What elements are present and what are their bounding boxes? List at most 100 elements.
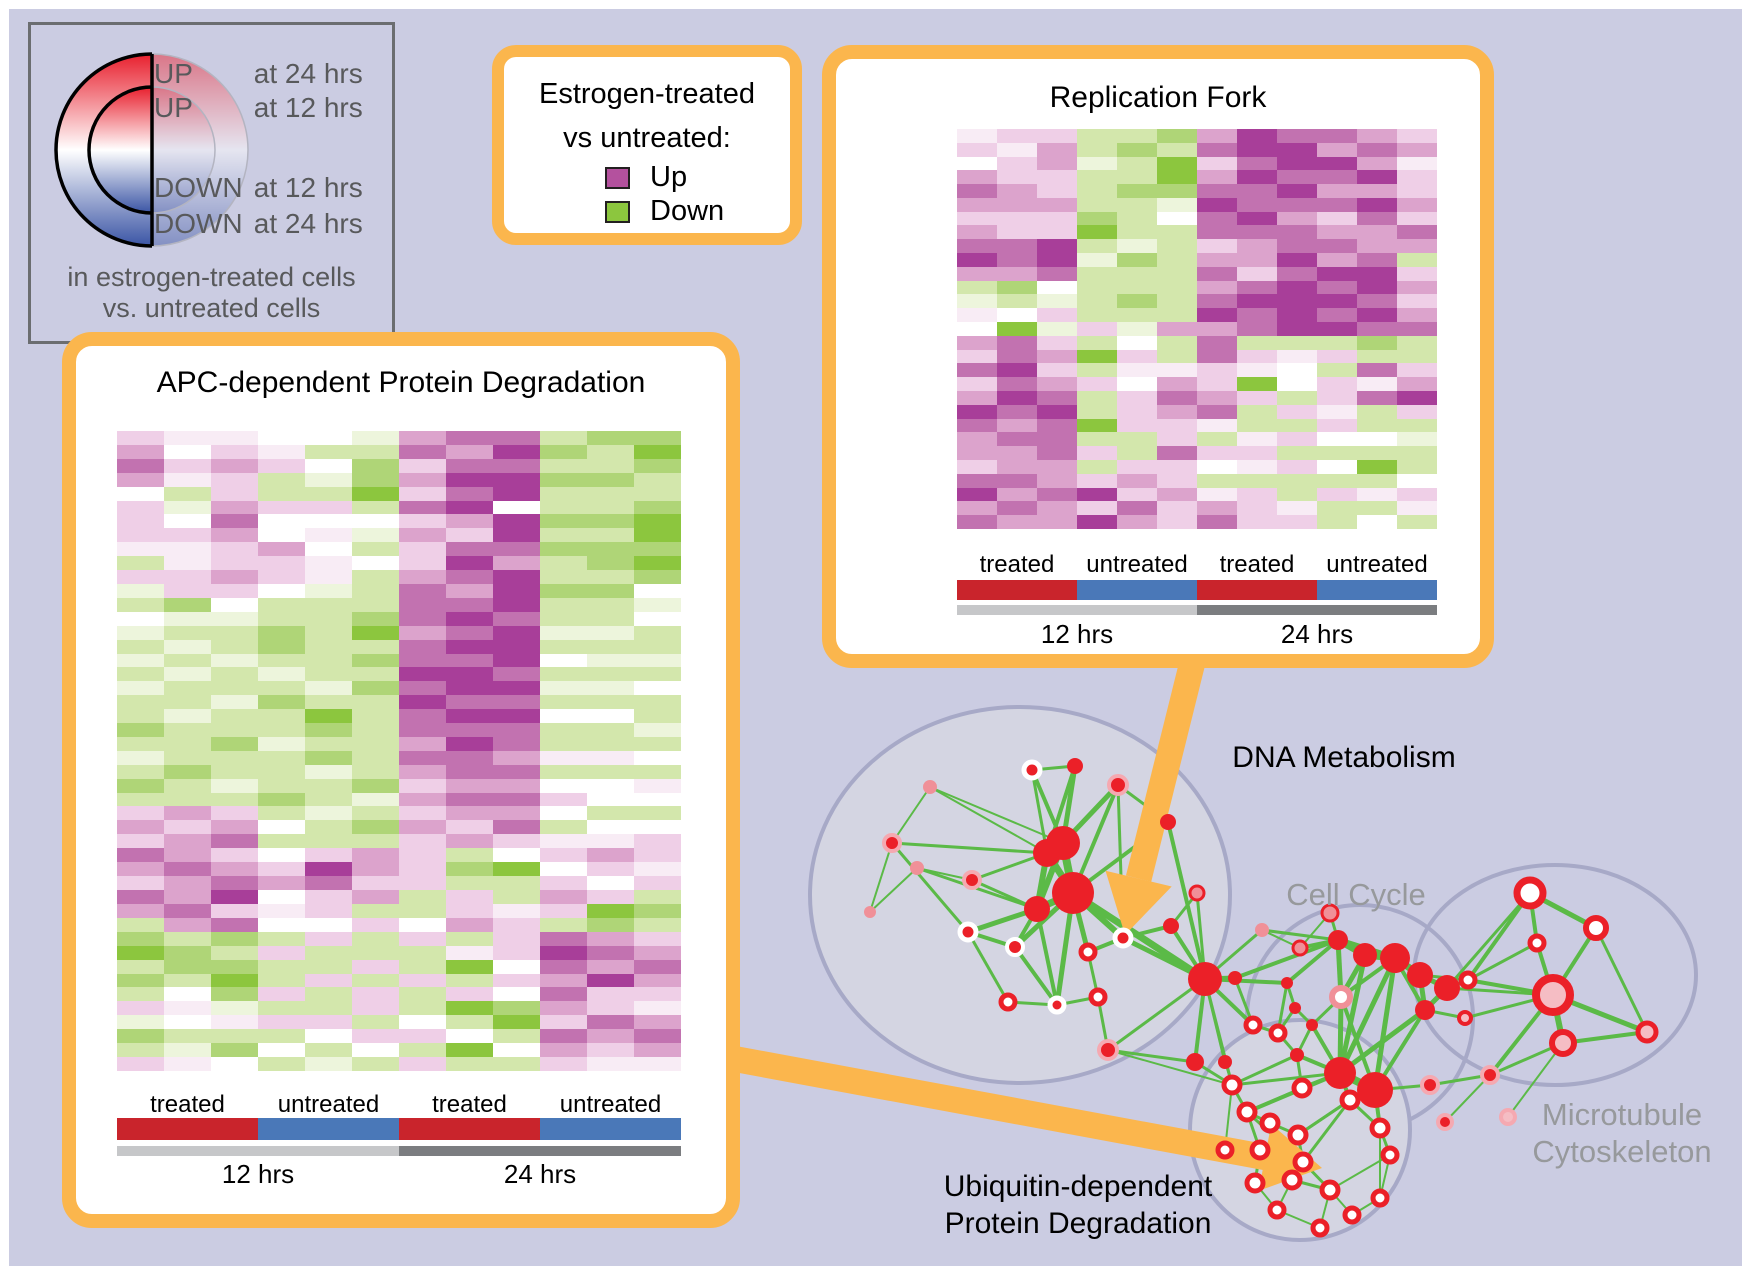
heatmap-cell: [258, 903, 305, 918]
heatmap-cell: [540, 625, 587, 640]
heatmap-cell: [352, 959, 399, 974]
heatmap-cell: [1357, 253, 1397, 267]
heatmap-cell: [305, 736, 352, 751]
heatmap-cell: [352, 903, 399, 918]
heatmap-cell: [258, 764, 305, 779]
network-edge: [1030, 769, 1049, 854]
heatmap-cell: [540, 514, 587, 529]
heatmap-cell: [446, 597, 493, 612]
heatmap-cell: [1037, 239, 1077, 254]
heatmap-cell: [1117, 335, 1157, 350]
heatmap-cell: [1117, 515, 1157, 529]
heatmap-cell: [1397, 446, 1437, 461]
heatmap-cell: [1117, 473, 1157, 488]
heatmap-cell: [305, 653, 352, 668]
heatmap-cell: [305, 681, 352, 696]
heatmap-cell: [211, 681, 258, 696]
heatmap-cell: [258, 987, 305, 1002]
heatmap-cell: [258, 583, 305, 598]
heatmap-cell: [1037, 184, 1077, 198]
heatmap-cell: [211, 653, 258, 668]
heatmap-cell: [164, 903, 211, 918]
heatmap-cell: [634, 945, 681, 960]
heatmap-cell: [164, 695, 211, 710]
heatmap-cell: [1397, 225, 1437, 240]
heatmap-cell: [1237, 363, 1277, 378]
heatmap-cell: [1197, 142, 1237, 157]
heatmap-cell: [1397, 197, 1437, 212]
heatmap-cell: [1397, 432, 1437, 447]
heatmap-cell: [1317, 129, 1357, 143]
heatmap-cell: [1317, 211, 1357, 226]
heatmap-cell: [587, 444, 634, 459]
heatmap-cell: [1037, 377, 1077, 392]
heatmap-cell: [305, 611, 352, 626]
heatmap-cell: [1317, 239, 1357, 254]
heatmap-cell: [1357, 142, 1397, 157]
network-node: [1163, 918, 1179, 934]
heatmap-cell: [540, 709, 587, 724]
heatmap-cell: [446, 876, 493, 891]
heatmap-cell: [587, 570, 634, 584]
heatmap-cell: [1117, 404, 1157, 419]
heatmap-cell: [164, 611, 211, 626]
heatmap-cell: [1237, 225, 1277, 240]
heatmap-cell: [957, 308, 997, 323]
heatmap-cell: [587, 1057, 634, 1071]
untreated-label: untreated: [559, 1091, 662, 1118]
heatmap-cell: [1277, 377, 1317, 392]
heatmap-cell: [446, 1015, 493, 1030]
heatmap-cell: [1237, 129, 1277, 143]
heatmap-cell: [1077, 404, 1117, 419]
heatmap-cell: [211, 903, 258, 918]
heatmap-cell: [957, 184, 997, 198]
network-edge: [1337, 954, 1368, 1074]
heatmap-cell: [1037, 363, 1077, 378]
heatmap-cell: [634, 764, 681, 779]
heatmap-cell: [1077, 515, 1117, 529]
heatmap-cell: [587, 472, 634, 487]
heatmap-cell: [211, 834, 258, 849]
network-node: [910, 861, 924, 875]
highlight-arrow-head: [1105, 870, 1172, 935]
heatmap-cell: [1237, 184, 1277, 198]
heatmap-cell: [587, 528, 634, 543]
heatmap-cell: [399, 514, 446, 529]
heatmap-cell: [1277, 280, 1317, 295]
network-node: [1291, 939, 1309, 957]
heatmap-cell: [164, 1015, 211, 1030]
heatmap-cell: [1237, 487, 1277, 502]
heatmap-cell: [1157, 184, 1197, 198]
heatmap-cell: [399, 472, 446, 487]
heatmap-cell: [587, 556, 634, 571]
heatmap-cell: [399, 764, 446, 779]
heatmap-cell: [211, 570, 258, 584]
heatmap-cell: [1397, 418, 1437, 433]
heatmap-cell: [1117, 239, 1157, 254]
heatmap-cell: [1197, 391, 1237, 405]
network-node: [1420, 1075, 1440, 1095]
heatmap-cell: [1037, 349, 1077, 364]
heatmap-cell: [587, 931, 634, 946]
heatmap-cell: [587, 736, 634, 751]
heatmap-cell: [164, 625, 211, 640]
heatmap-cell: [634, 695, 681, 710]
heatmap-cell: [211, 542, 258, 557]
heatmap-cell: [399, 931, 446, 946]
heatmap-cell: [164, 862, 211, 877]
heatmap-cell: [305, 1043, 352, 1058]
heatmap-cell: [1397, 501, 1437, 516]
heatmap-cell: [305, 570, 352, 584]
heatmap-cell: [399, 736, 446, 751]
heatmap-cell: [634, 876, 681, 891]
heatmap-cell: [587, 778, 634, 793]
heatmap-cell: [997, 391, 1037, 405]
heatmap-cell: [1157, 487, 1197, 502]
heatmap-cell: [164, 597, 211, 612]
network-node: [1097, 1039, 1119, 1061]
heatmap-cell: [1197, 239, 1237, 254]
heatmap-cell: [997, 404, 1037, 419]
network-node: [1236, 1101, 1258, 1123]
heatmap-cell: [1077, 211, 1117, 226]
heatmap-cell: [1317, 363, 1357, 378]
